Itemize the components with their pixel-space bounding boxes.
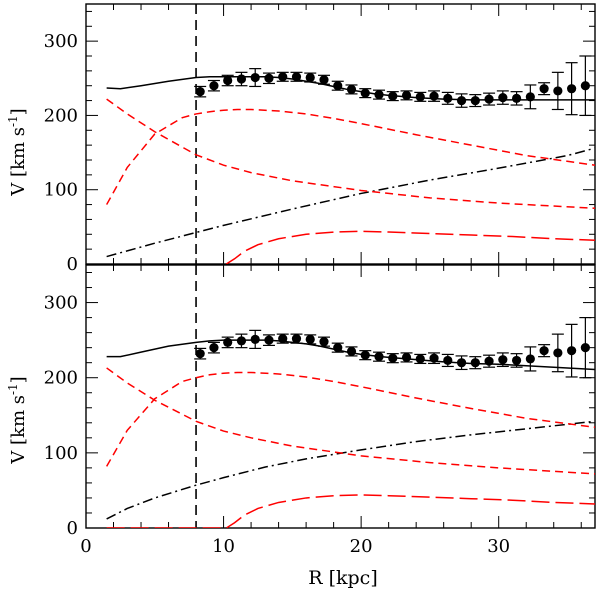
data-point — [319, 337, 329, 347]
data-point — [567, 346, 577, 356]
data-point — [319, 75, 329, 85]
data-point — [236, 336, 247, 346]
plot-area-top — [105, 4, 595, 264]
data-point — [470, 358, 480, 368]
panel-top: 0 100 200 300 — [44, 3, 596, 275]
x-tick-label: 10 — [212, 536, 235, 557]
data-point — [401, 90, 412, 100]
model-curve-dashed-3 — [106, 98, 595, 210]
y-tick-label: 300 — [44, 293, 78, 314]
data-point — [250, 72, 260, 83]
data-point — [498, 93, 508, 103]
data-point — [374, 90, 384, 100]
y-tick-label: 300 — [44, 31, 78, 52]
model-curve-dashdot-1 — [106, 420, 595, 520]
data-point — [388, 353, 398, 363]
data-point — [278, 72, 288, 82]
plot-frame-top — [85, 3, 596, 265]
data-point — [223, 337, 233, 347]
data-point — [415, 354, 425, 364]
data-point — [580, 343, 590, 353]
data-point — [415, 92, 425, 102]
model-curve-dashed-2 — [105, 371, 595, 467]
model-curve-longdash-4 — [225, 230, 595, 264]
data-point — [360, 350, 370, 360]
data-point — [456, 358, 467, 368]
data-point — [525, 92, 535, 102]
data-point — [580, 81, 590, 91]
model-curve-solid-0 — [106, 339, 595, 371]
data-point — [236, 74, 247, 84]
data-point — [484, 94, 494, 104]
data-point — [429, 353, 439, 363]
data-point — [305, 334, 315, 344]
data-point — [374, 352, 384, 362]
model-curve-longdash-4 — [106, 494, 595, 528]
y-axis-label-bottom: V [km s-1] — [6, 376, 29, 464]
data-point — [223, 75, 233, 86]
data-point — [401, 352, 412, 363]
y-tick-label: 200 — [44, 368, 78, 389]
x-tick-label: 0 — [80, 536, 91, 557]
data-point — [511, 93, 522, 103]
y-tick-label: 0 — [67, 254, 78, 275]
data-point — [195, 87, 205, 97]
data-point — [346, 84, 357, 95]
data-point — [195, 349, 205, 359]
x-tick-label: 30 — [487, 536, 510, 557]
data-point — [443, 355, 453, 366]
data-point — [429, 91, 439, 101]
data-point — [470, 95, 480, 106]
data-point — [567, 84, 577, 94]
data-point — [553, 86, 563, 96]
model-curve-dashdot-1 — [106, 147, 595, 258]
y-tick-label: 100 — [44, 180, 78, 201]
data-point — [305, 72, 315, 83]
data-point — [250, 334, 260, 344]
data-point — [264, 335, 274, 345]
data-point — [360, 88, 370, 98]
x-axis-label: R [kpc] — [308, 567, 378, 589]
data-point — [278, 334, 288, 344]
data-point — [388, 91, 398, 101]
data-point — [291, 72, 302, 82]
y-tick-label: 200 — [44, 105, 78, 126]
plot-frame-bottom — [85, 264, 596, 529]
x-tick-label: 20 — [350, 536, 373, 557]
model-curve-dashed-3 — [106, 367, 595, 475]
data-point — [291, 334, 302, 344]
data-point — [333, 343, 343, 353]
y-tick-label: 0 — [67, 518, 78, 539]
y-tick-label: 100 — [44, 443, 78, 464]
y-axis-label-top: V [km s-1] — [6, 108, 29, 196]
data-point — [333, 81, 343, 91]
data-point — [511, 355, 522, 366]
model-curve-dashed-2 — [105, 108, 595, 205]
data-point — [264, 73, 274, 83]
data-point — [484, 356, 494, 366]
data-point — [498, 355, 508, 365]
plot-area-bottom — [105, 265, 595, 528]
data-point — [525, 354, 535, 364]
data-point — [553, 348, 563, 358]
data-point — [346, 346, 357, 357]
data-point — [209, 81, 219, 91]
data-point — [456, 95, 467, 106]
data-point — [539, 84, 549, 94]
data-point — [443, 93, 453, 103]
data-point — [539, 346, 549, 356]
data-point — [209, 343, 219, 353]
